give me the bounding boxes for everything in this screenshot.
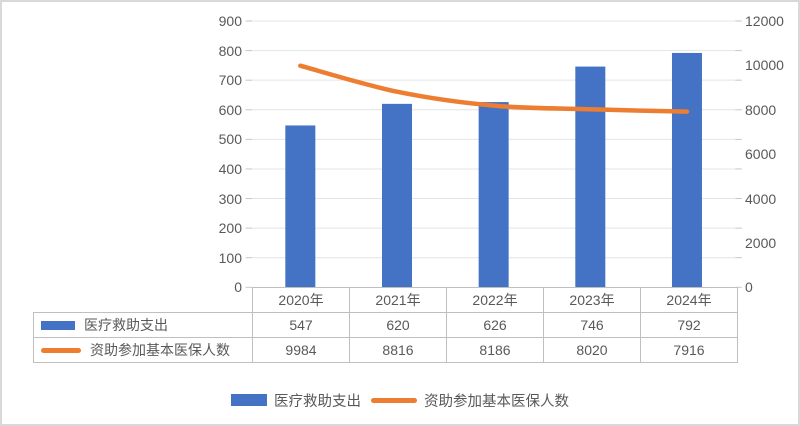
bar-2022年: [478, 102, 509, 288]
right-axis-label: 2000: [745, 234, 777, 251]
right-axis-label: 10000: [745, 57, 784, 74]
right-axis-label: 4000: [745, 190, 777, 207]
bar-legend-swatch-icon: [231, 394, 267, 406]
line-series: [298, 63, 690, 114]
bar-2024年: [671, 52, 702, 288]
table-value-cell: 9984: [252, 337, 350, 363]
right-axis-label: 8000: [745, 101, 777, 118]
chart-data-table: 2020年 2021年 2022年 2023年 2024年医疗救助支出 547 620 626…: [33, 287, 738, 363]
left-axis-label: 500: [218, 131, 242, 148]
table-value-cell: 746: [543, 312, 641, 338]
left-axis-label: 800: [218, 42, 242, 59]
line-series-swatch-icon: [41, 347, 81, 353]
table-value-cell: 8186: [446, 337, 544, 363]
left-axis-label: 300: [218, 190, 242, 207]
bar-2021年: [381, 103, 412, 288]
legend-label: 资助参加基本医保人数: [424, 393, 569, 410]
legend-item: 资助参加基本医保人数: [371, 390, 569, 411]
table-row: 医疗救助支出 547 620 626 746 792: [33, 312, 738, 338]
left-axis-label: 400: [218, 160, 242, 177]
table-category-header: 2023年: [543, 287, 641, 313]
table-legend-key: 医疗救助支出: [33, 312, 253, 338]
table-value-cell: 620: [349, 312, 447, 338]
table-value-cell: 792: [640, 312, 738, 338]
left-axis-label: 900: [218, 13, 242, 29]
table-value-cell: 626: [446, 312, 544, 338]
bar-2023年: [575, 66, 606, 288]
series-name: 医疗救助支出: [84, 317, 168, 333]
chart-legend: 医疗救助支出 资助参加基本医保人数: [2, 390, 798, 410]
bar-2020年: [285, 125, 316, 288]
table-category-header: 2024年: [640, 287, 738, 313]
table-category-header: 2021年: [349, 287, 447, 313]
table-value-cell: 547: [252, 312, 350, 338]
table-row: 资助参加基本医保人数 9984 8816 8186 8020 7916: [33, 337, 738, 363]
table-value-cell: 7916: [640, 337, 738, 363]
left-axis-label: 600: [218, 101, 242, 118]
left-axis-label: 0: [234, 279, 242, 296]
left-axis-label: 200: [218, 220, 242, 237]
legend-label: 医疗救助支出: [274, 393, 361, 410]
left-axis-label: 100: [218, 249, 242, 266]
series-name: 资助参加基本医保人数: [90, 342, 230, 358]
right-axis-label: 0: [745, 279, 753, 296]
table-value-cell: 8020: [543, 337, 641, 363]
table-value-cell: 8816: [349, 337, 447, 363]
right-axis-label: 12000: [745, 13, 784, 29]
table-category-header: 2022年: [446, 287, 544, 313]
line-legend-swatch-icon: [371, 397, 417, 403]
bar-series-swatch-icon: [41, 320, 75, 330]
table-legend-key: 资助参加基本医保人数: [33, 337, 253, 363]
legend-item: 医疗救助支出: [231, 390, 361, 411]
left-axis-label: 700: [218, 72, 242, 89]
table-header-row: 2020年 2021年 2022年 2023年 2024年: [34, 287, 738, 313]
table-category-header: 2020年: [252, 287, 350, 313]
right-axis-label: 6000: [745, 146, 777, 163]
